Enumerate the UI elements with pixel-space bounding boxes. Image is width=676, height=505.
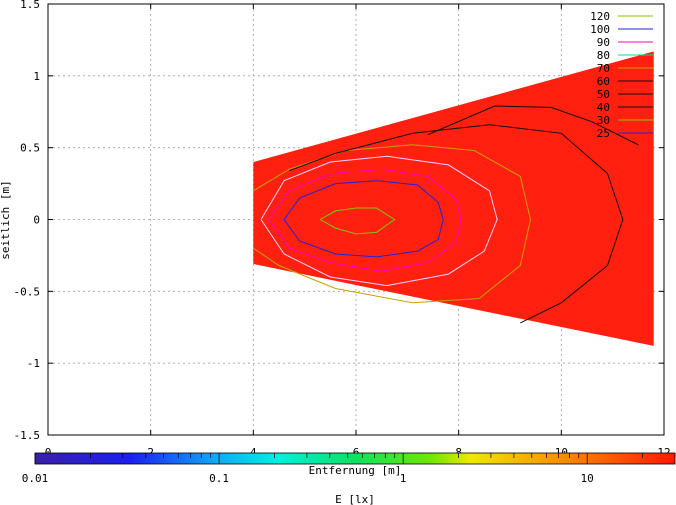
y-tick-label: 0	[33, 214, 40, 227]
y-axis-label: seitlich [m]	[0, 180, 12, 259]
contour-line-40	[427, 105, 639, 146]
x-tick-label: 6	[353, 446, 360, 459]
filled-region	[253, 51, 654, 346]
contour-line-90	[268, 168, 462, 272]
legend-label: 30	[597, 114, 610, 127]
legend-label: 100	[590, 23, 610, 36]
legend-label: 40	[597, 101, 610, 114]
y-tick-label: -1	[27, 357, 40, 370]
y-tick-label: 1.5	[20, 0, 40, 11]
legend-label: 60	[597, 75, 610, 88]
illuminated-area	[253, 51, 654, 346]
x-tick-label: 2	[147, 446, 154, 459]
contour-lines	[253, 105, 639, 324]
colorbar-label: E [lx]	[335, 493, 375, 505]
y-axis-ticks: 1.5 1 0.5 0 -0.5 -1 -1.5	[14, 0, 664, 442]
colorbar-tick-label: 0.01	[22, 472, 49, 485]
legend-label: 70	[597, 62, 610, 75]
x-axis-label: Entfernung [m]	[309, 464, 402, 477]
legend-label: 80	[597, 49, 610, 62]
legend-label: 120	[590, 10, 610, 23]
x-tick-label: 8	[455, 446, 462, 459]
legend-label: 50	[597, 88, 610, 101]
x-tick-label: 0	[45, 446, 52, 459]
y-tick-label: 1	[33, 70, 40, 83]
contour-line-100	[283, 180, 444, 258]
y-tick-label: 0.5	[20, 142, 40, 155]
y-tick-label: -0.5	[14, 285, 41, 298]
legend-label: 25	[597, 127, 610, 140]
legend-label: 90	[597, 36, 610, 49]
colorbar-tick-label: 10	[581, 472, 594, 485]
colorbar-tick-label: 1	[400, 472, 407, 485]
y-tick-label: -1.5	[14, 429, 41, 442]
contour-line-50	[289, 124, 624, 324]
contour-line-80	[260, 155, 498, 287]
colorbar-tick-label: 0.1	[209, 472, 229, 485]
x-tick-label: 4	[250, 446, 257, 459]
colorbar-ticks: 0.01 0.1 1 10	[22, 453, 676, 485]
contour-line-120	[319, 207, 396, 235]
